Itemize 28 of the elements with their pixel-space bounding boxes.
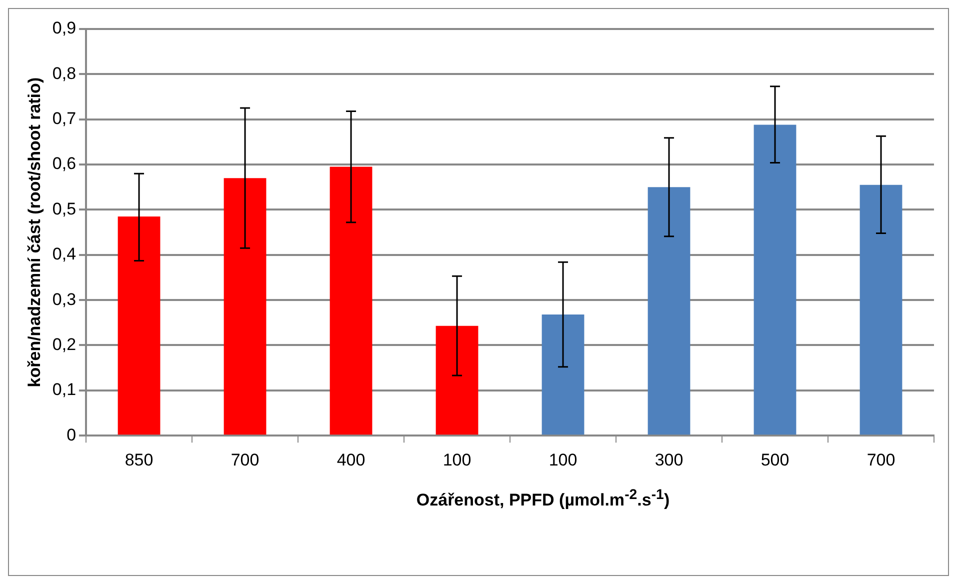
bar bbox=[754, 124, 796, 435]
x-tick-label: 700 bbox=[230, 450, 260, 470]
x-tick-label: 500 bbox=[760, 450, 790, 470]
bar bbox=[330, 166, 372, 435]
bar bbox=[224, 178, 266, 435]
x-tick-label: 100 bbox=[442, 450, 472, 470]
x-tick-label: 400 bbox=[336, 450, 366, 470]
y-axis-title: kořen/nadzemní část (root/shoot ratio) bbox=[24, 77, 44, 388]
y-tick-label: 0,9 bbox=[52, 18, 76, 38]
x-tick-label: 850 bbox=[124, 450, 154, 470]
y-tick-label: 0,5 bbox=[52, 199, 76, 218]
y-tick-label: 0,1 bbox=[52, 380, 76, 400]
y-tick-label: 0,4 bbox=[52, 244, 76, 264]
y-tick-label: 0 bbox=[66, 425, 76, 444]
y-tick-label: 0,3 bbox=[52, 290, 76, 309]
x-axis-title: Ozářenost, PPFD (µmol.m$^{-2}$.s$^{-1}$) bbox=[415, 487, 671, 511]
bar bbox=[542, 314, 584, 435]
bar bbox=[436, 326, 478, 435]
x-tick-label: 300 bbox=[654, 450, 684, 470]
x-tick-label: 100 bbox=[548, 450, 578, 470]
y-tick-label: 0,8 bbox=[52, 64, 76, 83]
y-tick-label: 0,6 bbox=[52, 154, 76, 174]
bar bbox=[648, 187, 690, 435]
y-tick-label: 0,7 bbox=[52, 109, 76, 128]
bar bbox=[860, 184, 902, 435]
y-tick-label: 0,2 bbox=[52, 334, 76, 354]
x-tick-label: 700 bbox=[866, 450, 896, 470]
bar bbox=[118, 216, 160, 435]
